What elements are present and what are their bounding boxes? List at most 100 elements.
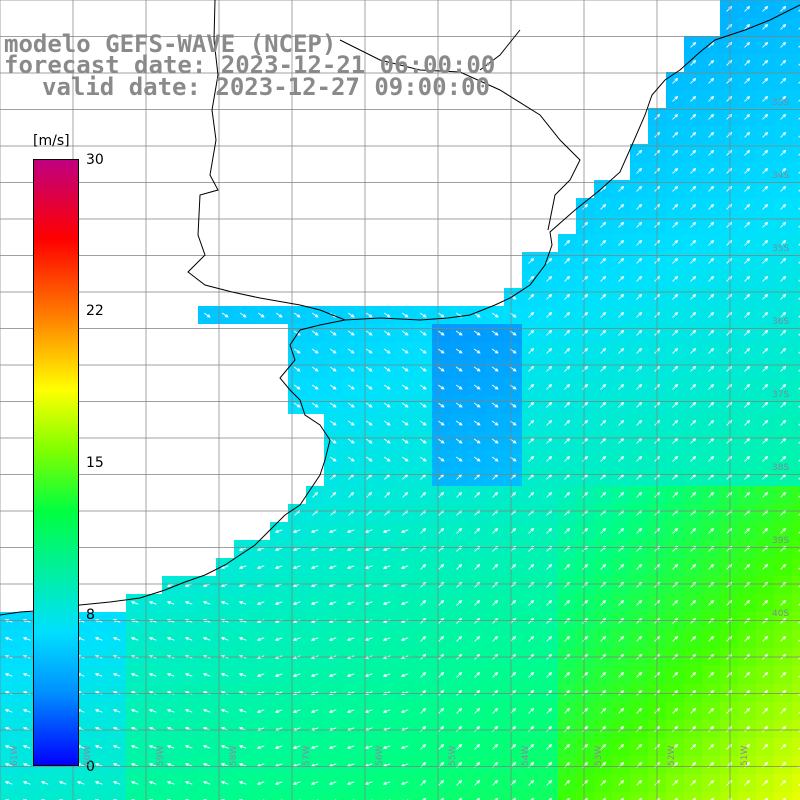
wind-cell xyxy=(792,0,800,18)
wind-arrow xyxy=(582,455,589,462)
wind-arrow xyxy=(491,330,499,336)
wind-arrow xyxy=(491,312,499,318)
wind-cell xyxy=(720,792,738,800)
wind-arrow xyxy=(419,312,427,318)
wind-arrow xyxy=(148,708,157,713)
wind-arrow xyxy=(726,347,733,354)
wind-arrow xyxy=(618,185,625,192)
wind-arrow xyxy=(618,419,625,426)
wind-arrow xyxy=(780,59,787,66)
wind-arrow xyxy=(474,725,481,732)
wind-cell xyxy=(792,504,800,522)
wind-arrow xyxy=(458,797,463,800)
wind-arrow xyxy=(582,563,589,570)
wind-arrow xyxy=(762,257,769,264)
wind-cell xyxy=(792,630,800,648)
wind-arrow xyxy=(780,527,787,534)
wind-arrow xyxy=(383,438,391,444)
wind-arrow xyxy=(546,725,553,732)
wind-arrow xyxy=(474,689,481,696)
wind-arrow xyxy=(220,600,229,605)
wind-arrow xyxy=(726,779,733,786)
wind-arrow xyxy=(346,565,355,570)
wind-arrow xyxy=(310,781,319,786)
wind-arrow xyxy=(728,797,733,800)
wind-arrow xyxy=(618,779,625,786)
wind-arrow xyxy=(383,402,391,408)
wind-arrow xyxy=(600,347,607,354)
wind-arrow xyxy=(762,725,769,732)
wind-arrow xyxy=(491,438,499,444)
wind-cell xyxy=(792,702,800,720)
wind-cell xyxy=(36,792,54,800)
wind-arrow xyxy=(672,365,679,372)
wind-arrow xyxy=(365,438,373,444)
wind-arrow xyxy=(112,636,121,641)
wind-arrow xyxy=(346,529,355,534)
colorbar-tick-8: 8 xyxy=(86,607,95,623)
wind-arrow xyxy=(438,563,445,570)
wind-arrow xyxy=(780,401,787,408)
wind-arrow xyxy=(762,563,769,570)
wind-arrow xyxy=(220,672,229,677)
wind-arrow xyxy=(494,797,499,800)
wind-arrow xyxy=(780,167,787,174)
wind-arrow xyxy=(292,709,301,714)
wind-arrow xyxy=(438,599,445,606)
wind-arrow xyxy=(329,420,337,426)
wind-arrow xyxy=(726,257,733,264)
wind-arrow xyxy=(564,689,571,696)
wind-arrow xyxy=(798,225,800,228)
wind-arrow xyxy=(582,293,589,300)
wind-arrow xyxy=(166,744,175,749)
wind-arrow xyxy=(762,779,769,786)
wind-arrow xyxy=(383,366,391,372)
wind-arrow xyxy=(798,405,800,408)
wind-arrow xyxy=(798,477,800,480)
wind-arrow xyxy=(618,707,625,714)
wind-arrow xyxy=(546,311,553,318)
wind-arrow xyxy=(528,347,535,354)
wind-arrow xyxy=(690,329,697,336)
wind-arrow xyxy=(690,221,697,228)
wind-arrow xyxy=(744,113,751,120)
wind-arrow xyxy=(780,455,787,462)
wind-cell xyxy=(792,432,800,450)
wind-cell xyxy=(18,792,36,800)
wind-arrow xyxy=(546,581,553,588)
wind-arrow xyxy=(672,149,679,156)
wind-arrow xyxy=(672,581,679,588)
wind-arrow xyxy=(329,438,337,444)
wind-arrow xyxy=(600,563,607,570)
wind-arrow xyxy=(473,420,481,426)
wind-arrow xyxy=(708,167,715,174)
wind-arrow xyxy=(672,635,679,642)
wind-arrow xyxy=(564,257,571,264)
wind-cell xyxy=(792,720,800,738)
wind-arrow xyxy=(310,637,319,642)
wind-arrow xyxy=(437,330,445,336)
wind-arrow xyxy=(798,99,800,102)
wind-cell xyxy=(792,90,800,108)
wind-arrow xyxy=(618,365,625,372)
wind-arrow xyxy=(708,743,715,750)
wind-arrow xyxy=(528,275,535,282)
wind-arrow xyxy=(690,689,697,696)
wind-arrow xyxy=(582,347,589,354)
wind-arrow xyxy=(744,221,751,228)
wind-arrow xyxy=(437,366,445,372)
wind-arrow xyxy=(762,491,769,498)
wind-arrow xyxy=(528,689,535,696)
wind-arrow xyxy=(94,708,103,713)
wind-cell xyxy=(144,792,162,800)
wind-arrow xyxy=(690,383,697,390)
colorbar-tick-15: 15 xyxy=(86,455,104,471)
wind-arrow xyxy=(419,438,427,444)
wind-arrow xyxy=(528,707,535,714)
wind-arrow xyxy=(166,780,175,785)
wind-arrow xyxy=(238,762,247,767)
longitude-label: 53W xyxy=(594,745,604,766)
wind-arrow xyxy=(347,420,355,426)
wind-arrow xyxy=(382,673,391,678)
wind-arrow xyxy=(672,347,679,354)
